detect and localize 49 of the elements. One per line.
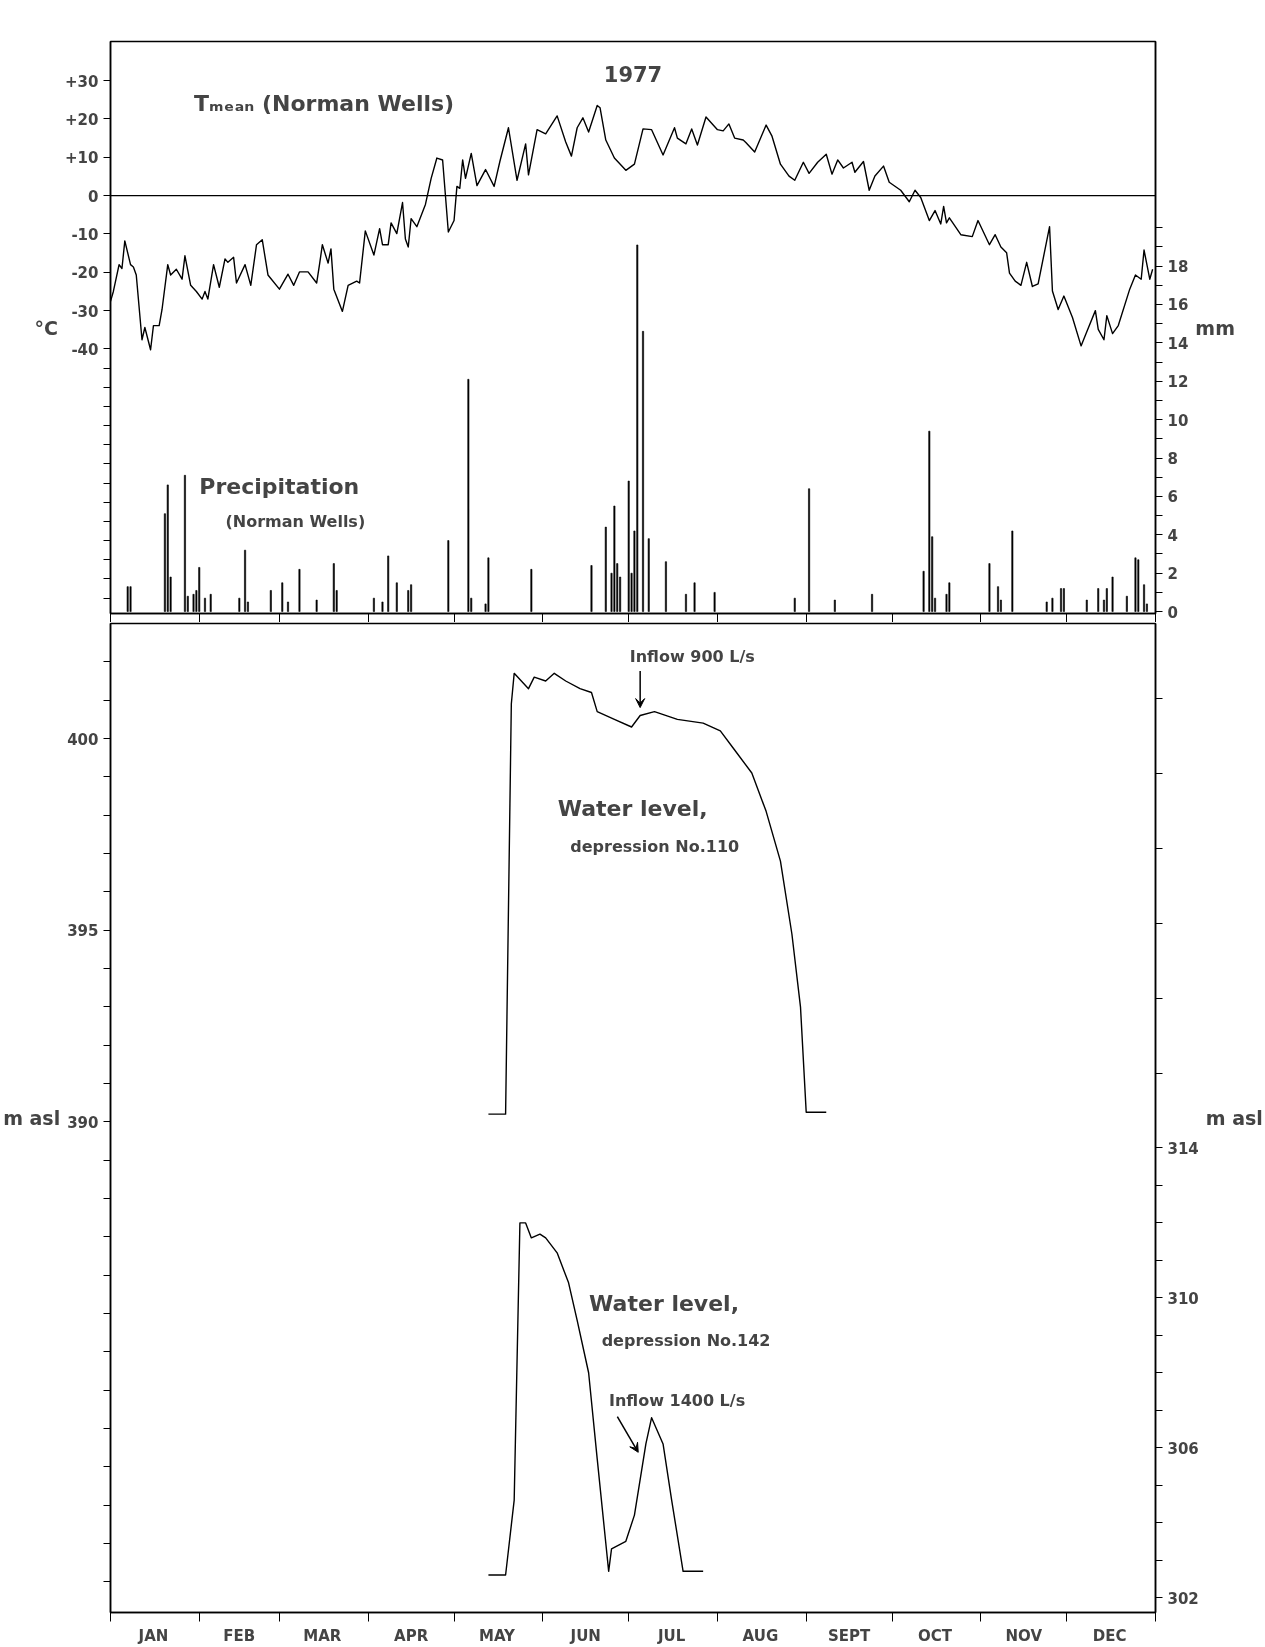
y2-tick-label: 18 [1167, 258, 1189, 277]
text: 1977 [603, 62, 663, 87]
y-tick-label: +10 [65, 149, 99, 168]
y2-tick-label: 306 [1167, 1439, 1199, 1458]
y2-tick-label: 14 [1167, 334, 1189, 353]
line-series [487, 672, 827, 1115]
y-tick-label: 390 [67, 1113, 99, 1132]
x-tick-label: JUL [656, 1626, 686, 1645]
annotation: Inflow 1400 L/s [608, 1390, 746, 1410]
series-label: Water level, depression No.110 [557, 796, 740, 856]
y-tick-label: -40 [71, 340, 99, 359]
y2-tick-label: 8 [1167, 450, 1178, 469]
series-label: Tₘₑₐₙ (Norman Wells) [194, 90, 455, 116]
y-tick-label: 0 [88, 187, 99, 206]
y-tick-label: -10 [71, 225, 99, 244]
y-tick-label: +30 [65, 72, 99, 91]
y-axis-title: m asl [3, 1107, 61, 1129]
x-tick-label: MAR [303, 1626, 342, 1645]
series-label: Water level, depression No.142 [589, 1290, 771, 1351]
y-tick-label: +20 [65, 110, 99, 129]
y2-tick-label: 16 [1167, 296, 1189, 315]
x-tick-label: OCT [918, 1626, 953, 1645]
y2-tick-label: 12 [1167, 373, 1189, 392]
y2-tick-label: 314 [1167, 1139, 1199, 1158]
x-tick-label: AUG [742, 1626, 779, 1645]
series-label: Precipitation (Norman Wells) [199, 474, 366, 531]
y2-tick-label: 2 [1167, 565, 1178, 584]
y2-tick-label: 10 [1167, 411, 1189, 430]
x-tick-label: DEC [1092, 1626, 1127, 1645]
y2-axis-title: mm [1195, 316, 1235, 339]
y2-axis-title: m asl [1205, 1107, 1263, 1129]
y2-tick-label: 6 [1167, 488, 1178, 507]
x-tick-label: MAY [479, 1626, 517, 1645]
y-tick-label: -20 [71, 264, 99, 283]
x-tick-label: JUN [569, 1626, 601, 1645]
x-tick-label: NOV [1005, 1626, 1043, 1645]
y2-tick-label: 4 [1167, 526, 1178, 545]
y2-tick-label: 310 [1167, 1289, 1199, 1308]
y-tick-label: -30 [71, 302, 99, 321]
y2-tick-label: 302 [1167, 1589, 1199, 1608]
y-tick-label: 395 [67, 922, 99, 941]
annotation: Inflow 900 L/s [629, 647, 755, 667]
y-tick-label: 400 [67, 730, 99, 749]
y-axis-title: °C [34, 316, 59, 339]
x-tick-label: JAN [137, 1626, 169, 1645]
y2-tick-label: 0 [1167, 603, 1178, 622]
x-tick-label: APR [394, 1626, 429, 1645]
x-tick-label: SEPT [828, 1626, 872, 1645]
x-tick-label: FEB [223, 1626, 256, 1645]
